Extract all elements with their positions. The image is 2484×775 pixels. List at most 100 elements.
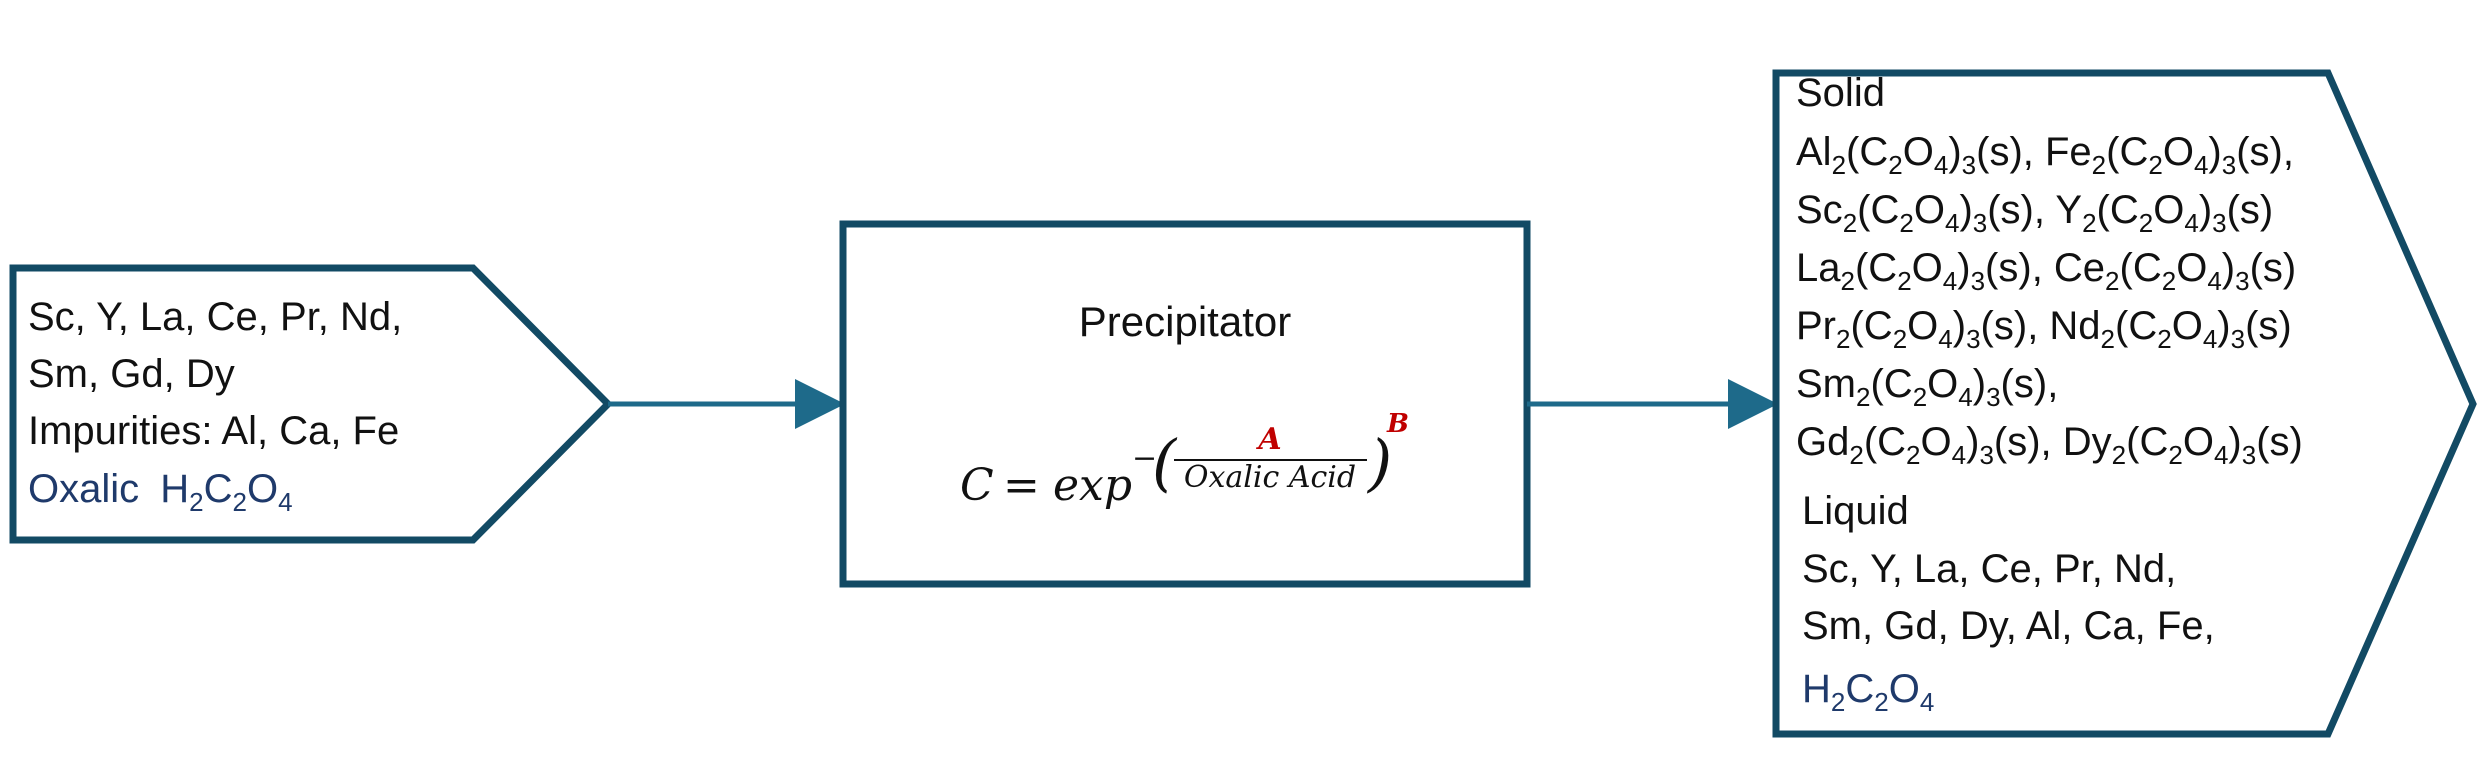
formula-subscript: 2	[1843, 208, 1857, 238]
formula-text: La	[1796, 246, 1841, 290]
formula-subscript: 2	[2157, 324, 2171, 354]
formula-subscript: 3	[2242, 440, 2256, 470]
formula-text: O	[1921, 420, 1952, 464]
equation-numerator: A	[1255, 422, 1281, 457]
liquid-formula-o-sub: 4	[1920, 687, 1934, 717]
solid-product-line: Sc2(C2O4)3(s), Y2(C2O4)3(s)	[1796, 188, 2273, 238]
formula-text: (C	[1855, 246, 1897, 290]
formula-subscript: 2	[1897, 266, 1911, 296]
formula-text: (C	[1846, 130, 1888, 174]
formula-text: )	[2208, 130, 2221, 174]
formula-subscript: 2	[1906, 440, 1920, 470]
solid-heading: Solid	[1796, 71, 1885, 115]
equation-denominator: Oxalic Acid	[1184, 460, 1356, 495]
formula-text: (s), Y	[1987, 188, 2082, 232]
formula-subscript: 2	[1899, 208, 1913, 238]
formula-text: (s)	[2256, 420, 2303, 464]
formula-subscript: 3	[1979, 440, 1993, 470]
formula-subscript: 4	[2184, 208, 2198, 238]
formula-text: )	[1948, 130, 1961, 174]
equation-equals: =	[1003, 460, 1040, 511]
formula-text: O	[1927, 362, 1958, 406]
solid-product-line: La2(C2O4)3(s), Ce2(C2O4)3(s)	[1796, 246, 2296, 296]
input-stream-shape	[9, 264, 613, 544]
input-impurities: Impurities: Al, Ca, Fe	[28, 409, 399, 453]
liquid-formula-c-sub: 2	[1874, 687, 1888, 717]
formula-text: )	[2222, 246, 2235, 290]
formula-o: O	[247, 467, 278, 511]
equation-minus: −	[1132, 441, 1157, 476]
formula-text: (C	[1870, 362, 1912, 406]
formula-text: (s), Dy	[1994, 420, 2112, 464]
formula-text: O	[1903, 130, 1934, 174]
formula-text: (s)	[2250, 246, 2297, 290]
precipitator-title: Precipitator	[1079, 298, 1291, 345]
formula-text: O	[2153, 188, 2184, 232]
formula-subscript: 2	[1888, 150, 1902, 180]
formula-subscript: 4	[1952, 440, 1966, 470]
liquid-formula-c: C	[1845, 667, 1874, 711]
formula-h-sub: 2	[189, 487, 203, 517]
equation-paren-close: )	[1366, 426, 1392, 499]
formula-subscript: 2	[2162, 266, 2176, 296]
liquid-formula-h: H	[1802, 667, 1831, 711]
solid-products-list: Al2(C2O4)3(s), Fe2(C2O4)3(s),Sc2(C2O4)3(…	[1796, 130, 2303, 470]
formula-text: O	[2172, 304, 2203, 348]
precipitator-box	[839, 220, 1531, 588]
formula-subscript: 2	[2105, 266, 2119, 296]
formula-text: O	[2183, 420, 2214, 464]
equation-paren-open: (	[1152, 426, 1178, 499]
equation-exponent: B	[1386, 409, 1409, 439]
liquid-formula-o: O	[1889, 667, 1920, 711]
formula-subscript: 4	[1934, 150, 1948, 180]
formula-subscript: 4	[1943, 266, 1957, 296]
formula-o-sub: 4	[278, 487, 292, 517]
oxalic-word: Oxalic	[28, 467, 139, 511]
formula-subscript: 2	[1913, 382, 1927, 412]
formula-text: )	[1973, 362, 1986, 406]
formula-subscript: 3	[2235, 266, 2249, 296]
formula-text: (C	[1864, 420, 1906, 464]
formula-subscript: 2	[2112, 440, 2126, 470]
formula-text: )	[1957, 246, 1970, 290]
formula-text: (s), Nd	[1981, 304, 2101, 348]
solid-product-line: Sm2(C2O4)3(s),	[1796, 362, 2058, 412]
equation-lhs: C	[960, 460, 994, 511]
formula-subscript: 4	[2194, 150, 2208, 180]
output-stream-shape	[1772, 69, 2477, 738]
formula-text: (s)	[2227, 188, 2274, 232]
solid-product-line: Al2(C2O4)3(s), Fe2(C2O4)3(s),	[1796, 130, 2294, 180]
formula-subscript: 3	[1962, 150, 1976, 180]
formula-subscript: 3	[1973, 208, 1987, 238]
formula-text: (s)	[2245, 304, 2292, 348]
formula-text: O	[2176, 246, 2207, 290]
formula-text: (C	[1850, 304, 1892, 348]
formula-subscript: 3	[1971, 266, 1985, 296]
formula-subscript: 2	[1841, 266, 1855, 296]
formula-text: O	[2163, 130, 2194, 174]
equation-exp: exp	[1053, 460, 1132, 511]
solid-product-line: Gd2(C2O4)3(s), Dy2(C2O4)3(s)	[1796, 420, 2303, 470]
input-line-2: Sm, Gd, Dy	[28, 352, 235, 396]
formula-text: (C	[1857, 188, 1899, 232]
formula-subscript: 2	[2092, 150, 2106, 180]
formula-subscript: 3	[1986, 382, 2000, 412]
formula-text: O	[1912, 246, 1943, 290]
formula-text: (C	[2126, 420, 2168, 464]
formula-subscript: 4	[1958, 382, 1972, 412]
liquid-oxalic-formula: H2C2O4	[1802, 667, 1934, 717]
formula-c-sub: 2	[233, 487, 247, 517]
formula-subscript: 2	[2168, 440, 2182, 470]
formula-text: (C	[2120, 246, 2162, 290]
formula-subscript: 3	[2222, 150, 2236, 180]
formula-subscript: 2	[2139, 208, 2153, 238]
formula-text: )	[1966, 420, 1979, 464]
formula-subscript: 3	[2231, 324, 2245, 354]
formula-text: (s),	[2236, 130, 2294, 174]
liquid-line-1: Sc, Y, La, Ce, Pr, Nd,	[1802, 547, 2176, 591]
formula-subscript: 4	[2203, 324, 2217, 354]
input-line-1: Sc, Y, La, Ce, Pr, Nd,	[28, 295, 402, 339]
formula-subscript: 3	[1966, 324, 1980, 354]
formula-subscript: 4	[1945, 208, 1959, 238]
